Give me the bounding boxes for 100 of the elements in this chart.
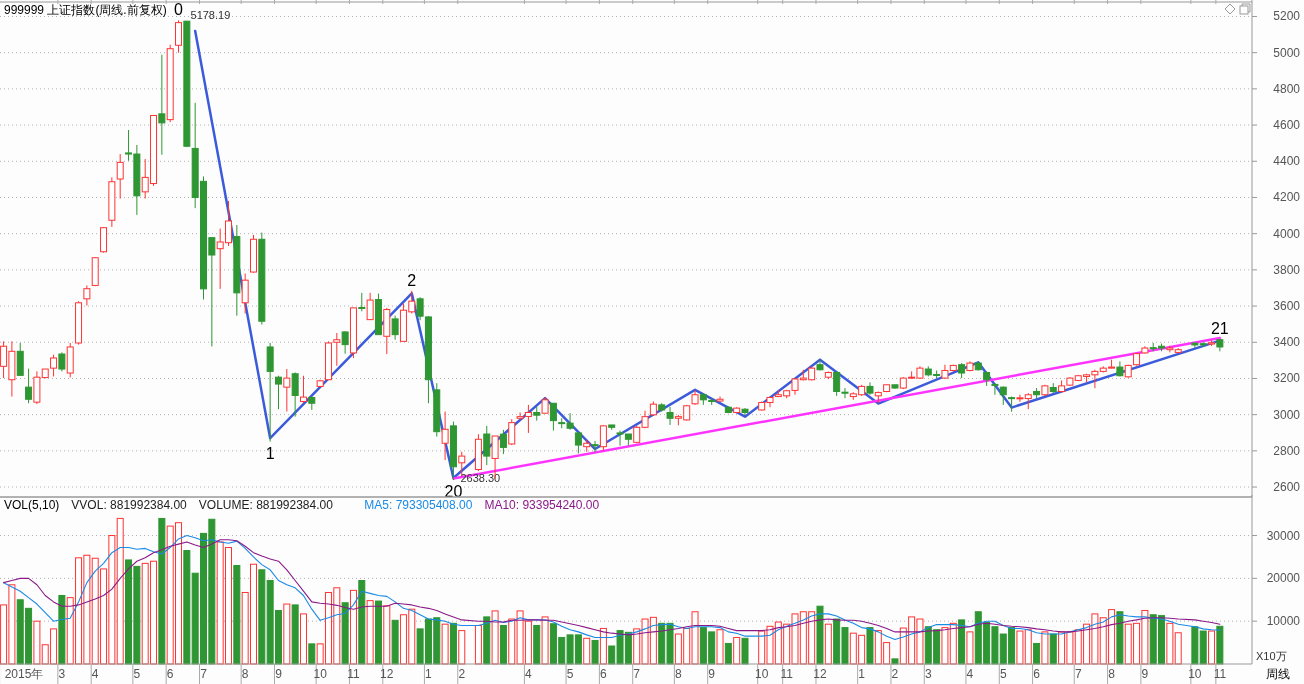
bar bbox=[816, 605, 824, 665]
y-tick-label: 4000 bbox=[1273, 226, 1301, 241]
annotation: 0 bbox=[174, 1, 184, 19]
x-tick-label: 4 bbox=[525, 667, 533, 681]
bar bbox=[291, 604, 299, 665]
candlestick bbox=[299, 375, 307, 404]
annotation: 2 bbox=[407, 271, 417, 289]
bar bbox=[299, 613, 307, 665]
x-tick-label: 9 bbox=[708, 667, 716, 681]
bar bbox=[966, 631, 974, 665]
candlestick bbox=[999, 385, 1007, 406]
bar bbox=[891, 658, 899, 665]
y-tick-label: 3000 bbox=[1273, 407, 1301, 422]
x-tick-label: 8 bbox=[675, 667, 683, 681]
x-tick-label: 6 bbox=[1033, 667, 1041, 681]
candlestick bbox=[841, 387, 849, 399]
text: MA5: 793305408.00 bbox=[364, 498, 473, 512]
bar bbox=[1033, 642, 1041, 665]
bar bbox=[341, 602, 349, 665]
x-tick-label: 8 bbox=[1108, 667, 1116, 681]
bar bbox=[258, 569, 266, 665]
bar bbox=[491, 610, 499, 665]
candlestick bbox=[175, 19, 183, 54]
bar bbox=[541, 616, 549, 665]
bar bbox=[741, 637, 749, 665]
candlestick bbox=[283, 368, 291, 413]
annotation: 20 bbox=[444, 483, 463, 501]
bar bbox=[724, 642, 732, 665]
bar bbox=[458, 630, 466, 665]
bar bbox=[58, 594, 66, 665]
annotation: 2638.30 bbox=[460, 472, 501, 485]
x-tick-label: 9 bbox=[275, 667, 283, 681]
bar bbox=[349, 589, 357, 665]
bar bbox=[358, 580, 366, 665]
candlestick bbox=[499, 429, 507, 455]
annotation: VOLUME: 881992384.00 bbox=[198, 498, 334, 512]
y-tick-label: 4400 bbox=[1273, 154, 1301, 169]
annotation: 21 bbox=[1210, 320, 1229, 337]
x-tick-label: 11 bbox=[780, 667, 794, 681]
bar bbox=[1208, 630, 1216, 665]
y-tick-label: 3200 bbox=[1273, 371, 1301, 386]
bar bbox=[591, 639, 599, 665]
bar bbox=[733, 636, 741, 665]
candlestick bbox=[991, 382, 999, 396]
candlestick bbox=[458, 451, 466, 476]
text: MA10: 933954240.00 bbox=[484, 498, 600, 512]
y-tick-label: 5200 bbox=[1273, 9, 1301, 24]
y-tick-label: 2800 bbox=[1273, 443, 1301, 458]
bar bbox=[183, 550, 191, 665]
x-tick-label: 1 bbox=[858, 667, 866, 681]
x-tick-label: 5 bbox=[133, 667, 141, 681]
candlestick bbox=[599, 424, 607, 452]
bar bbox=[474, 624, 482, 665]
candlestick bbox=[508, 418, 516, 446]
x-tick-label: 2 bbox=[891, 667, 899, 681]
y-tick-label: 20000 bbox=[1266, 571, 1301, 586]
candlestick bbox=[833, 370, 841, 397]
candlestick bbox=[291, 371, 299, 418]
x-tick-label: 6 bbox=[166, 667, 174, 681]
candlestick bbox=[483, 425, 491, 466]
x-tick-label: 7 bbox=[1074, 667, 1082, 681]
x-tick-label: 11 bbox=[347, 667, 361, 681]
candlestick bbox=[341, 330, 349, 355]
x-tick-label: 5 bbox=[566, 667, 574, 681]
bar bbox=[499, 624, 507, 665]
candlestick bbox=[58, 351, 66, 372]
y-tick-label: 10000 bbox=[1266, 614, 1301, 629]
x-tick-label: 7 bbox=[200, 667, 208, 681]
candlestick bbox=[358, 292, 366, 312]
bar bbox=[824, 623, 832, 665]
x-tick-label: 6 bbox=[600, 667, 608, 681]
x-tick-label: 2015年 bbox=[4, 667, 44, 681]
x-tick-label: 4 bbox=[91, 667, 99, 681]
bar bbox=[283, 603, 291, 665]
chart-title: VOL(5,10) bbox=[4, 498, 60, 512]
candlestick bbox=[441, 411, 449, 461]
y-tick-label: 4600 bbox=[1273, 118, 1301, 133]
x-tick-label: 7 bbox=[633, 667, 641, 681]
bar bbox=[866, 627, 874, 665]
x-tick-label: 1 bbox=[425, 667, 433, 681]
bar bbox=[583, 637, 591, 665]
bar bbox=[533, 624, 541, 665]
x-tick-label: 2 bbox=[458, 667, 466, 681]
y-tick-label: 3400 bbox=[1273, 335, 1301, 350]
x-axis-title: 周线 bbox=[1266, 667, 1290, 681]
bar bbox=[374, 600, 382, 665]
candlestick bbox=[25, 368, 33, 404]
x-tick-label: 10 bbox=[754, 667, 769, 681]
bar bbox=[391, 619, 399, 665]
bar bbox=[483, 616, 491, 665]
bar bbox=[158, 517, 166, 665]
candlestick bbox=[158, 54, 166, 156]
y-tick-label: 30000 bbox=[1266, 528, 1301, 543]
x-tick-label: 3 bbox=[58, 667, 66, 681]
x-tick-label: 3 bbox=[924, 667, 932, 681]
x-tick-label: 11 bbox=[1213, 667, 1227, 681]
y-tick-label: 4200 bbox=[1273, 190, 1301, 205]
candlestick bbox=[274, 375, 282, 410]
y-tick-label: 2600 bbox=[1273, 480, 1301, 495]
x-tick-label: 10 bbox=[1188, 667, 1202, 681]
